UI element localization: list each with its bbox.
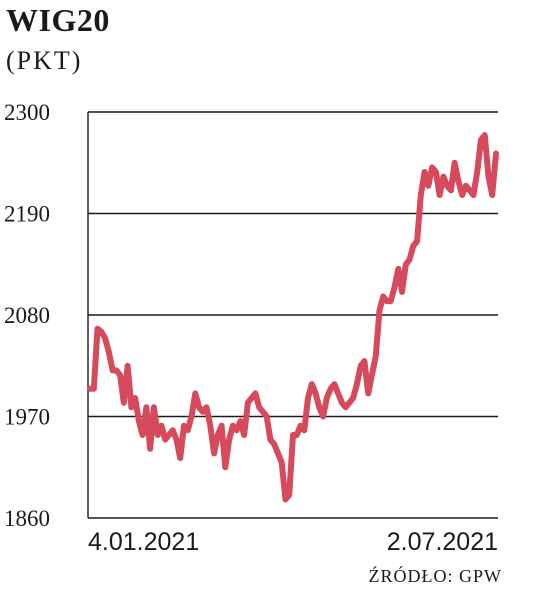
x-axis-ticks: 4.01.2021 2.07.2021	[88, 528, 498, 556]
y-tick-label: 2080	[4, 303, 50, 328]
source-note: ŹRÓDŁO: GPW	[368, 566, 502, 586]
x-tick-label-start: 4.01.2021	[88, 528, 199, 556]
y-tick-label: 2300	[4, 100, 50, 125]
y-axis-ticks: 1860 1970 2080 2190 2300	[4, 100, 50, 531]
unit-label: (PKT)	[6, 46, 83, 75]
y-tick-label: 1970	[4, 405, 50, 430]
x-tick-label-end: 2.07.2021	[387, 528, 498, 556]
y-tick-label: 2190	[4, 202, 50, 227]
chart-title: WIG20	[6, 2, 110, 38]
y-tick-label: 1860	[4, 506, 50, 531]
gridlines	[87, 111, 498, 519]
series-lines	[87, 132, 499, 503]
series-line-0	[87, 132, 499, 503]
